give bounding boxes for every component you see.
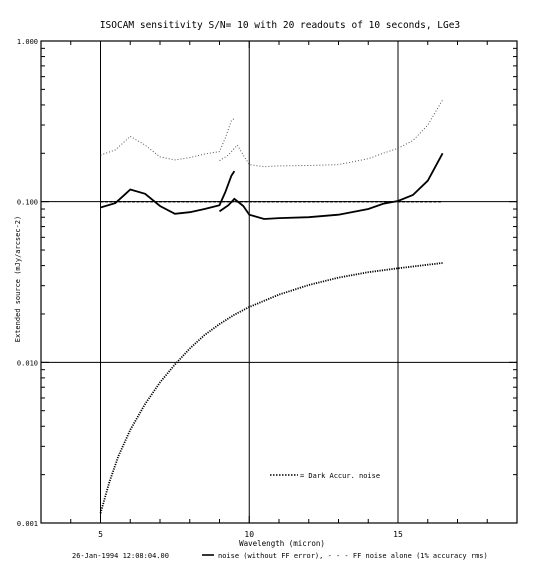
series-solid-line <box>218 152 444 220</box>
series-dense-dotted-line <box>99 262 443 514</box>
footer-timestamp: 26-Jan-1994 12:08:04.00 <box>72 552 169 560</box>
series-dotted-line <box>100 117 235 161</box>
y-tick-label: 0.001 <box>17 520 38 528</box>
series-layer <box>99 99 444 514</box>
x-tick-label: 5 <box>98 530 103 539</box>
series-dotted-line <box>219 99 444 168</box>
chart-title: ISOCAM sensitivity S/N= 10 with 20 reado… <box>100 20 460 31</box>
axis-ticks <box>40 40 518 524</box>
footer-legend: noise (without FF error), - - - FF noise… <box>218 552 488 560</box>
x-tick-label: 10 <box>244 530 254 539</box>
y-tick-label: 0.100 <box>17 199 38 207</box>
grid-lines <box>41 41 517 523</box>
tick-labels: 5 10 15 0.001 0.010 0.100 1.000 <box>17 38 403 539</box>
plot-frame <box>40 40 518 524</box>
x-axis-label: Wavelength (micron) <box>239 539 325 548</box>
y-axis-label: Extended source (mJy/arcsec-2) <box>14 216 22 342</box>
y-tick-label: 0.010 <box>17 359 38 367</box>
y-tick-label: 1.000 <box>17 38 38 46</box>
series-solid-line <box>100 170 236 215</box>
inline-legend-text: = Dark Accur. noise <box>300 472 380 480</box>
x-tick-label: 15 <box>393 530 403 539</box>
